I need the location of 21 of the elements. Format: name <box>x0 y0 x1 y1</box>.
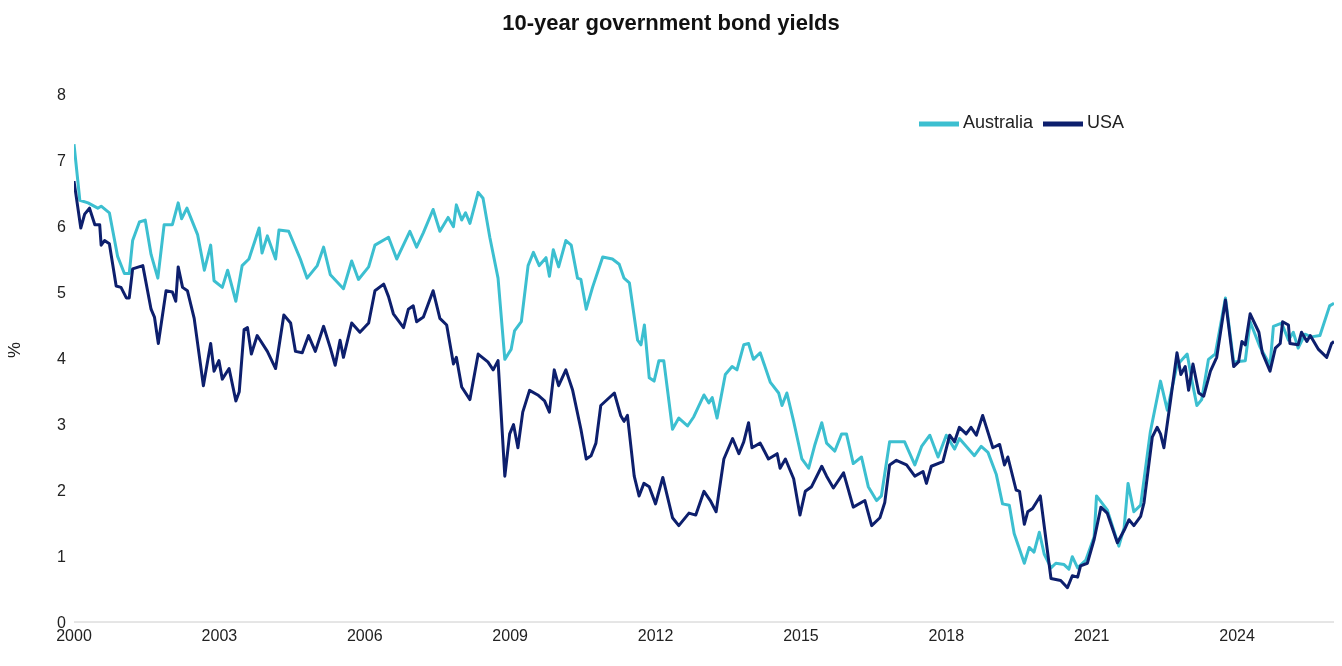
legend-label: USA <box>1086 112 1124 133</box>
y-tick-label: 2 <box>57 481 67 499</box>
x-tick-label: 2003 <box>201 627 238 645</box>
x-tick-label: 2015 <box>783 627 819 645</box>
y-tick-label: 4 <box>57 349 67 367</box>
x-tick-label: 2006 <box>346 627 383 645</box>
y-tick-label: 5 <box>57 283 67 301</box>
x-tick-label: 2024 <box>1219 627 1255 645</box>
y-tick-label: 6 <box>57 217 67 235</box>
y-tick-label: 7 <box>57 151 67 169</box>
y-tick-label: 8 <box>57 85 67 103</box>
x-tick-label: 2018 <box>928 627 965 645</box>
y-tick-label: 1 <box>57 547 67 565</box>
legend-label: Australia <box>962 112 1033 133</box>
x-tick-label: 2021 <box>1073 627 1110 645</box>
x-tick-label: 2000 <box>56 627 92 645</box>
y-tick-label: 3 <box>57 415 67 433</box>
x-tick-label: 2012 <box>637 627 674 645</box>
chart-title: 10-year government bond yields <box>501 9 841 37</box>
y-axis-title: % <box>4 341 25 358</box>
x-tick-label: 2009 <box>492 627 529 645</box>
